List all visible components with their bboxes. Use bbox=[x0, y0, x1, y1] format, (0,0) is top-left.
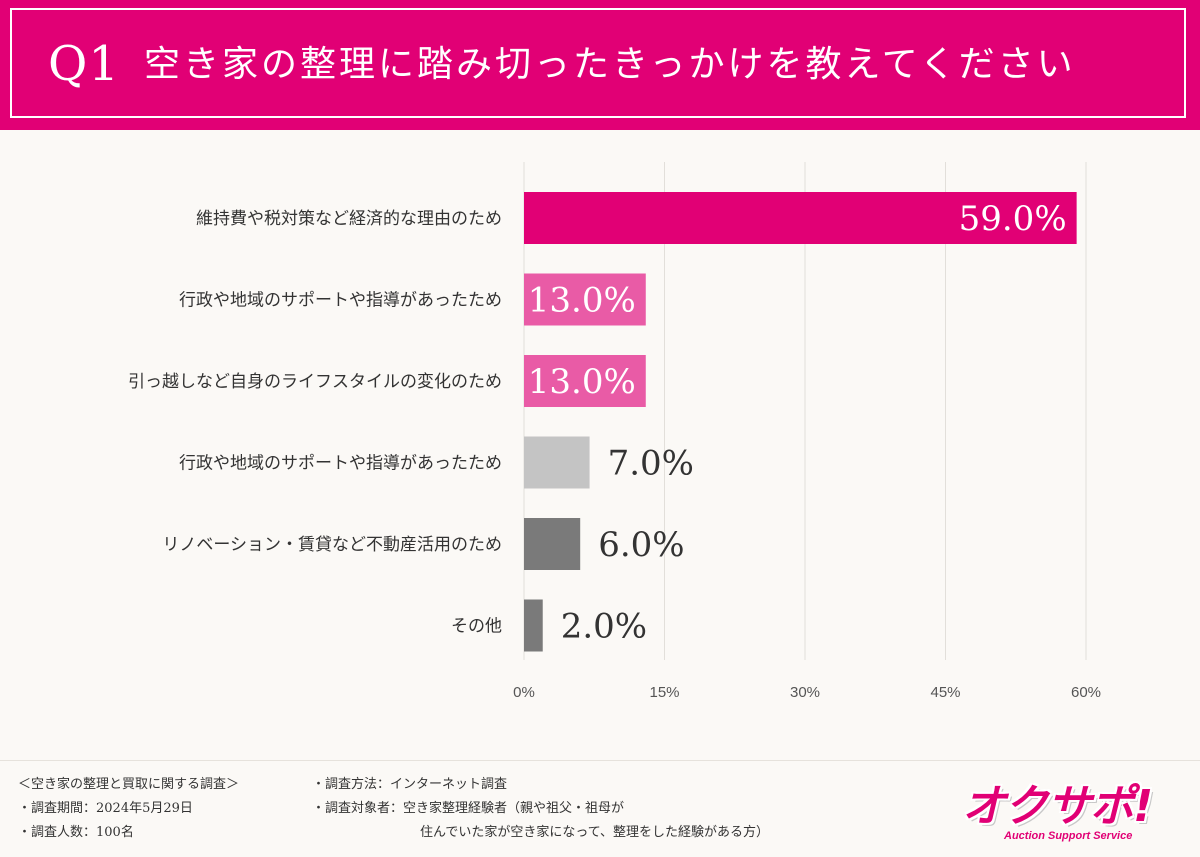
header-frame bbox=[10, 8, 1186, 118]
category-label: 行政や地域のサポートや指導があったため bbox=[179, 454, 502, 474]
x-tick-label: 0% bbox=[513, 684, 535, 701]
x-tick-label: 15% bbox=[649, 684, 679, 701]
logo-tagline: Auction Support Service bbox=[1004, 830, 1133, 842]
value-label: 13.0% bbox=[528, 362, 636, 402]
survey-respondents: ・調査人数：100名 bbox=[18, 825, 134, 840]
x-tick-label: 60% bbox=[1071, 684, 1101, 701]
value-label: 13.0% bbox=[528, 281, 636, 321]
category-label: 行政や地域のサポートや指導があったため bbox=[179, 291, 502, 311]
category-label: リノベーション・賃貸など不動産活用のため bbox=[162, 535, 502, 555]
logo-wordmark: オクサポ! bbox=[962, 781, 1153, 832]
bar bbox=[524, 436, 590, 489]
question-number: Q1 bbox=[48, 36, 120, 92]
bar bbox=[524, 355, 646, 407]
question-text: 空き家の整理に踏み切ったきっかけを教えてください bbox=[144, 44, 1076, 85]
value-label: 7.0% bbox=[608, 444, 694, 484]
brand-logo: オクサポ! Auction Support Service bbox=[962, 782, 1192, 850]
survey-info-left: ＜空き家の整理と買取に関する調査＞ ・調査期間：2024年5月29日 ・調査人数… bbox=[18, 773, 239, 845]
value-label: 59.0% bbox=[959, 199, 1067, 239]
x-tick-label: 45% bbox=[930, 684, 960, 701]
category-label: 維持費や税対策など経済的な理由のため bbox=[196, 209, 502, 229]
survey-target-line2: 住んでいた家が空き家になって、整理をした経験がある方） bbox=[420, 825, 770, 840]
survey-target-line1: ・調査対象者：空き家整理経験者（親や祖父・祖母が bbox=[312, 801, 625, 816]
category-label: 引っ越しなど自身のライフスタイルの変化のため bbox=[128, 372, 502, 392]
survey-period: ・調査期間：2024年5月29日 bbox=[18, 801, 193, 816]
value-label: 6.0% bbox=[598, 525, 684, 565]
header-banner: Q1 空き家の整理に踏み切ったきっかけを教えてください bbox=[0, 0, 1200, 130]
bar bbox=[524, 518, 581, 570]
bar bbox=[524, 192, 1077, 244]
value-label: 2.0% bbox=[561, 607, 647, 647]
bar bbox=[524, 273, 646, 326]
footer-divider bbox=[0, 760, 1200, 761]
bar bbox=[524, 599, 543, 652]
x-tick-label: 30% bbox=[790, 684, 820, 701]
bar-chart: 0% 15% 30% 45% 60% 維持費や税対策など経済的な理由のため 59.0% 行政や… bbox=[128, 162, 1101, 701]
survey-info-right: ・調査方法：インターネット調査 ・調査対象者：空き家整理経験者（親や祖父・祖母が… bbox=[312, 773, 769, 845]
survey-title: ＜空き家の整理と買取に関する調査＞ bbox=[18, 777, 240, 792]
category-label: その他 bbox=[451, 617, 502, 637]
survey-method: ・調査方法：インターネット調査 bbox=[312, 777, 508, 792]
